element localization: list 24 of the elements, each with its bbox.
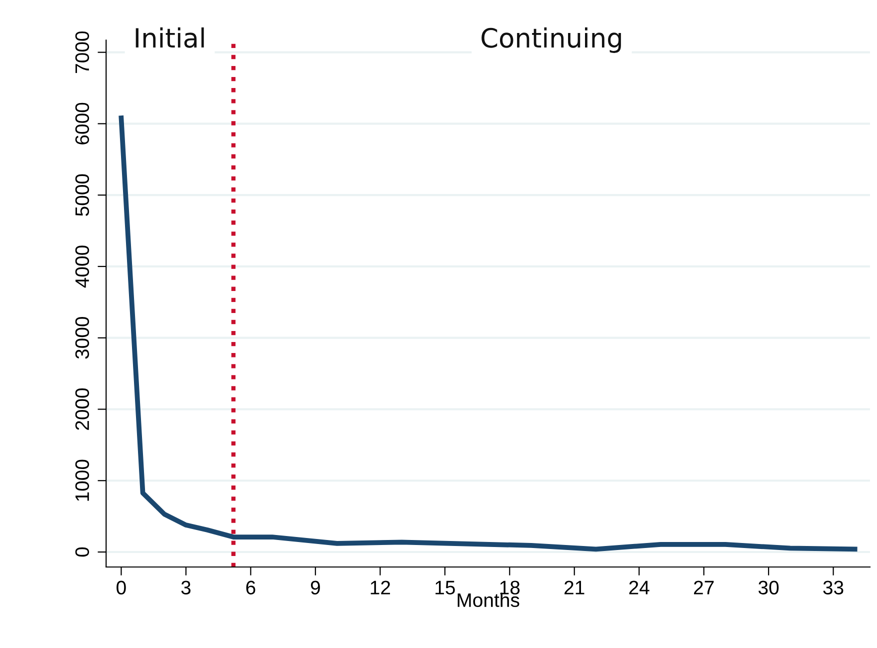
x-tick-label: 6: [246, 580, 256, 594]
x-tick-label: 33: [823, 580, 844, 594]
x-tick-label: 18: [500, 580, 520, 594]
x-tick-label: 27: [694, 580, 714, 594]
line-series: [118, 116, 858, 552]
annotation: Continuing: [482, 27, 621, 53]
y-tick-label: 1000: [75, 460, 90, 501]
x-tick-label: 9: [310, 580, 320, 594]
x-tick-label: 0: [116, 580, 126, 594]
y-tick-label: 3000: [75, 316, 90, 359]
y-tick-label: 5000: [75, 174, 90, 216]
x-tick-label: 12: [370, 580, 390, 594]
x-tick-label: 3: [181, 580, 191, 594]
y-tick-label: 7000: [75, 31, 90, 73]
x-axis-title: Months: [458, 592, 520, 608]
x-tick-label: 15: [436, 580, 455, 594]
y-tick-label: 4000: [75, 246, 90, 288]
x-tick-label: 30: [758, 580, 779, 594]
y-tick-label: 2000: [75, 388, 90, 430]
y-tick-label: 0: [75, 547, 90, 557]
annotation: Initial: [136, 27, 204, 48]
y-tick-label: 6000: [75, 102, 90, 144]
x-tick-label: 24: [629, 580, 650, 594]
x-tick-label: 21: [564, 580, 584, 594]
